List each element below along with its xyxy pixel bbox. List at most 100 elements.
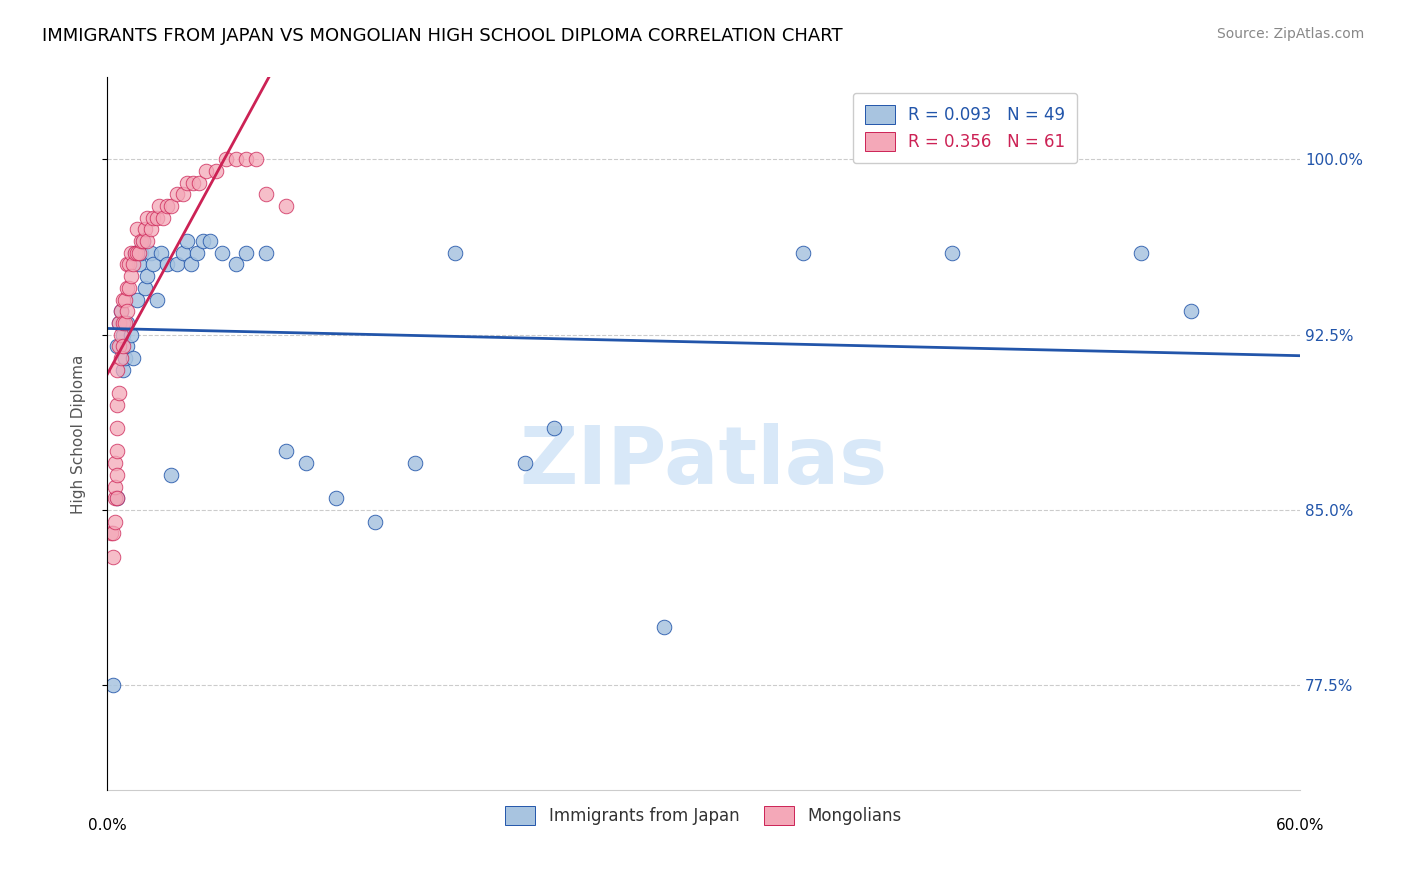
Point (139, 245, 162, 260)
Point (110, 304, 132, 318)
Point (125, 245, 148, 260)
Point (125, 222, 148, 236)
Point (225, 257, 247, 271)
Point (652, 620, 675, 634)
Point (124, 245, 146, 260)
Point (148, 199, 170, 213)
Point (115, 316, 138, 330)
Point (115, 257, 138, 271)
Point (254, 245, 277, 260)
Point (135, 211, 157, 225)
Point (104, 479, 127, 493)
Point (132, 234, 155, 248)
Point (176, 176, 198, 190)
Point (1180, 304, 1202, 318)
Point (166, 257, 188, 271)
Point (101, 526, 124, 541)
Point (118, 257, 141, 271)
Point (159, 199, 181, 213)
Point (104, 515, 127, 529)
Point (104, 456, 127, 470)
Point (125, 293, 148, 307)
Point (146, 211, 169, 225)
Point (110, 327, 132, 342)
Point (364, 515, 387, 529)
Point (111, 293, 134, 307)
Point (114, 293, 136, 307)
Point (513, 456, 536, 470)
Point (104, 491, 127, 506)
Point (132, 234, 155, 248)
Point (1129, 245, 1152, 260)
Point (101, 678, 124, 692)
Point (118, 281, 141, 295)
Point (166, 187, 188, 202)
Point (211, 245, 233, 260)
Point (235, 153, 257, 167)
Point (200, 234, 222, 248)
Point (124, 245, 146, 260)
Point (122, 257, 145, 271)
Point (100, 526, 122, 541)
Point (792, 245, 814, 260)
Point (129, 234, 152, 248)
Point (108, 339, 131, 353)
Point (142, 211, 165, 225)
Point (114, 351, 136, 365)
Point (941, 245, 963, 260)
Point (108, 316, 131, 330)
Point (245, 153, 267, 167)
Point (105, 467, 128, 482)
Text: 60.0%: 60.0% (1275, 819, 1324, 833)
Point (195, 164, 218, 178)
Point (172, 187, 194, 202)
Point (120, 327, 142, 342)
Legend: Immigrants from Japan, Mongolians: Immigrants from Japan, Mongolians (499, 799, 908, 832)
Point (149, 245, 172, 260)
Point (156, 257, 179, 271)
Point (181, 176, 204, 190)
Point (146, 293, 169, 307)
Point (111, 327, 134, 342)
Text: Source: ZipAtlas.com: Source: ZipAtlas.com (1216, 27, 1364, 41)
Point (180, 257, 202, 271)
Point (111, 362, 134, 376)
Point (215, 153, 238, 167)
Point (111, 316, 134, 330)
Point (274, 444, 297, 458)
Point (105, 421, 128, 435)
Point (105, 444, 128, 458)
Point (191, 234, 214, 248)
Point (108, 386, 131, 401)
Text: 0.0%: 0.0% (87, 819, 127, 833)
Point (101, 549, 124, 564)
Point (274, 199, 297, 213)
Point (134, 281, 156, 295)
Point (105, 362, 128, 376)
Point (120, 245, 142, 260)
Point (134, 222, 156, 236)
Point (444, 245, 467, 260)
Point (110, 351, 132, 365)
Point (135, 234, 157, 248)
Point (186, 245, 208, 260)
Point (159, 467, 181, 482)
Point (139, 222, 162, 236)
Point (156, 199, 179, 213)
Point (142, 257, 165, 271)
Point (111, 339, 134, 353)
Point (110, 304, 132, 318)
Point (114, 316, 136, 330)
Y-axis label: High School Diploma: High School Diploma (72, 354, 86, 514)
Point (105, 398, 128, 412)
Text: IMMIGRANTS FROM JAPAN VS MONGOLIAN HIGH SCHOOL DIPLOMA CORRELATION CHART: IMMIGRANTS FROM JAPAN VS MONGOLIAN HIGH … (42, 27, 842, 45)
Point (122, 351, 145, 365)
Point (105, 491, 128, 506)
Point (176, 234, 198, 248)
Point (325, 491, 347, 506)
Point (235, 245, 257, 260)
Point (135, 269, 157, 284)
Point (225, 153, 247, 167)
Point (108, 316, 131, 330)
Point (128, 245, 150, 260)
